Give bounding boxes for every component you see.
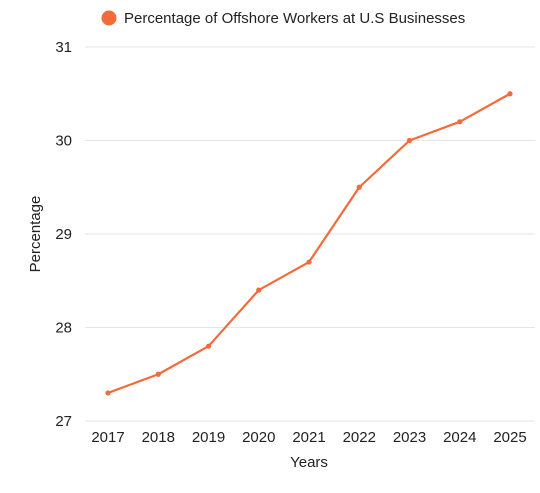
x-tick-label: 2018 <box>142 429 175 446</box>
y-tick-label: 31 <box>55 39 72 56</box>
data-point-2020[interactable] <box>256 287 262 293</box>
series-line <box>106 92 512 395</box>
y-tick-label: 30 <box>55 133 72 150</box>
x-tick-label: 2022 <box>343 429 376 446</box>
y-tick-label: 29 <box>55 226 72 243</box>
gridlines <box>85 46 535 422</box>
y-tick-label: 27 <box>55 413 72 430</box>
x-tick-label: 2024 <box>443 429 476 446</box>
data-point-2024[interactable] <box>457 119 463 125</box>
data-point-2017[interactable] <box>105 390 111 396</box>
x-tick-label: 2017 <box>91 429 124 446</box>
data-point-2025[interactable] <box>507 91 513 97</box>
legend-label: Percentage of Offshore Workers at U.S Bu… <box>124 10 465 27</box>
data-point-2018[interactable] <box>155 371 161 377</box>
data-point-2021[interactable] <box>306 259 312 265</box>
data-point-2019[interactable] <box>205 343 212 349</box>
x-tick-label: 2020 <box>242 429 275 446</box>
legend-marker <box>101 10 117 26</box>
x-tick-label: 2019 <box>192 429 225 446</box>
data-point-2022[interactable] <box>356 184 362 190</box>
y-axis-title: Percentage <box>27 196 44 273</box>
legend: Percentage of Offshore Workers at U.S Bu… <box>101 10 465 27</box>
x-axis-ticks: 2017 2018 2019 2020 2021 2022 2023 2024 2025 <box>91 429 526 446</box>
x-tick-label: 2025 <box>493 429 526 446</box>
x-tick-label: 2021 <box>292 429 325 446</box>
series-group <box>105 91 513 396</box>
y-axis-ticks: 27 28 29 30 31 <box>55 39 72 430</box>
x-tick-label: 2023 <box>393 429 426 446</box>
y-tick-label: 28 <box>55 320 72 337</box>
x-axis-title: Years <box>290 454 328 471</box>
data-point-2023[interactable] <box>406 137 413 144</box>
